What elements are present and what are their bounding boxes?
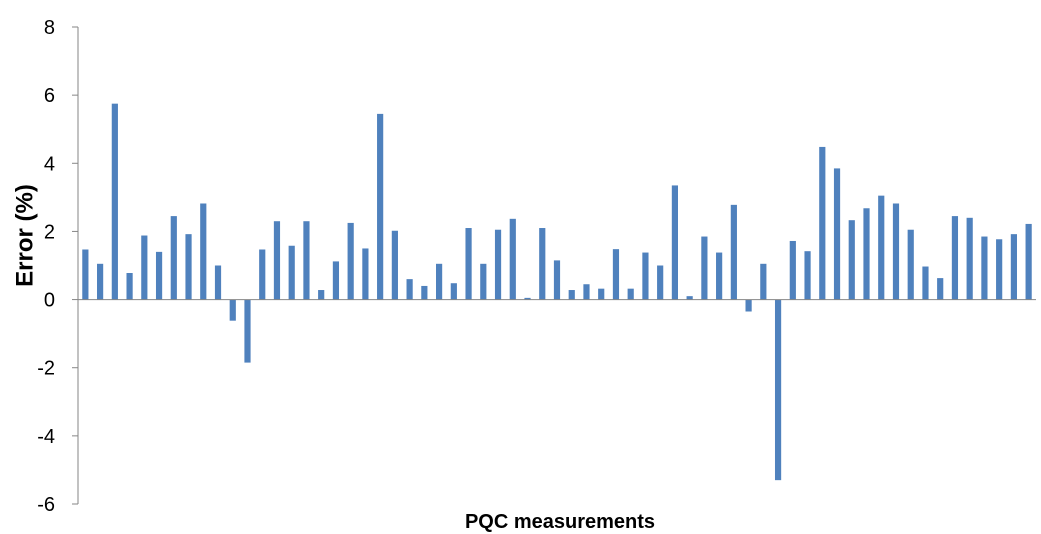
bar-10 (214, 265, 222, 300)
y-tick-label: 2 (44, 221, 55, 243)
bar-31 (524, 297, 531, 300)
y-tick-label: -6 (37, 494, 55, 516)
bar-2 (97, 263, 104, 300)
bar-52 (833, 168, 841, 300)
bar-44 (716, 252, 723, 300)
bar-32 (539, 228, 546, 300)
bar-19 (347, 222, 354, 300)
bar-7 (170, 216, 177, 300)
bar-59 (937, 278, 944, 300)
bar-11 (229, 299, 236, 321)
bar-46 (745, 299, 752, 312)
y-tick-label: -4 (37, 426, 55, 448)
bar-27 (465, 228, 472, 300)
bar-63 (996, 239, 1003, 300)
y-axis-title: Error (%) (11, 184, 38, 287)
bar-48 (774, 299, 782, 481)
x-axis-title: PQC measurements (465, 511, 655, 533)
bar-1 (82, 249, 89, 300)
bar-40 (657, 265, 664, 300)
bar-6 (155, 251, 163, 300)
bar-41 (671, 185, 678, 300)
bar-30 (509, 218, 516, 300)
y-tick-label: 4 (44, 153, 55, 175)
y-tick-label: -2 (37, 358, 55, 380)
bar-5 (141, 235, 148, 300)
bar-21 (377, 113, 384, 300)
bar-14 (273, 221, 281, 300)
bar-35 (583, 284, 590, 300)
y-tick-label: 0 (44, 290, 55, 312)
bar-20 (362, 248, 369, 300)
bar-49 (789, 240, 796, 300)
bar-53 (848, 220, 855, 300)
bar-15 (288, 245, 295, 300)
bar-18 (332, 261, 340, 300)
bar-8 (185, 234, 192, 300)
bar-24 (421, 285, 428, 300)
bar-39 (642, 252, 649, 300)
bar-50 (804, 251, 811, 300)
bar-34 (568, 290, 575, 300)
bar-36 (598, 288, 605, 300)
bar-64 (1010, 234, 1017, 300)
bar-22 (391, 230, 398, 300)
bar-38 (627, 288, 634, 300)
bar-56 (892, 203, 900, 300)
bar-65 (1025, 223, 1032, 300)
bar-29 (494, 229, 502, 300)
bar-17 (318, 290, 325, 300)
bar-62 (981, 236, 988, 300)
bar-4 (126, 273, 133, 300)
bar-23 (406, 279, 413, 300)
bar-55 (878, 195, 885, 300)
bar-26 (450, 283, 457, 300)
y-ticks: -6 -4 -2 0 2 4 6 8 (37, 17, 78, 516)
bar-58 (922, 266, 929, 300)
bar-47 (760, 263, 767, 300)
bar-43 (701, 236, 708, 300)
bar-12 (244, 299, 251, 363)
bar-60 (951, 216, 959, 300)
bar-33 (553, 260, 561, 300)
bar-28 (480, 263, 487, 300)
bar-51 (819, 146, 826, 300)
y-tick-label: 8 (44, 17, 55, 39)
bar-57 (907, 229, 914, 300)
bar-9 (200, 203, 207, 300)
bars (82, 103, 1032, 481)
bar-61 (966, 217, 973, 300)
bar-25 (436, 263, 443, 300)
bar-16 (303, 221, 310, 300)
bar-42 (686, 296, 693, 300)
y-tick-label: 6 (44, 85, 55, 107)
bar-3 (111, 103, 118, 300)
bar-37 (612, 249, 620, 300)
bar-54 (863, 208, 870, 300)
bar-13 (259, 249, 266, 300)
bar-45 (730, 204, 737, 300)
